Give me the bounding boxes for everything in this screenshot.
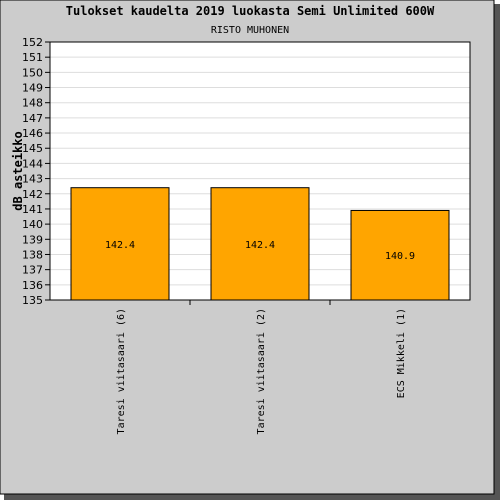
y-tick-label: 138 [22, 248, 43, 261]
y-tick-label: 150 [22, 66, 43, 79]
y-tick-label: 147 [22, 112, 43, 125]
chart-subtitle: RISTO MUHONEN [211, 25, 289, 36]
bars: 142.4 142.4 140.9 [70, 187, 450, 301]
y-tick-label: 136 [22, 279, 43, 292]
x-tick-label: Taresi viitasaari (6) [116, 308, 127, 434]
x-tick-label: ECS Mikkeli (1) [396, 308, 407, 398]
chart-title: Tulokset kaudelta 2019 luokasta Semi Unl… [66, 4, 435, 18]
y-axis-ticks: 135 136 137 138 139 140 141 142 143 144 145 146 147 1… [22, 36, 50, 307]
y-tick-label: 149 [22, 82, 43, 95]
plot-border [49, 41, 471, 301]
y-tick-label: 142 [22, 188, 43, 201]
y-tick-label: 151 [22, 51, 43, 64]
bar [70, 187, 170, 301]
y-tick-label: 148 [22, 97, 43, 110]
y-tick-label: 145 [22, 142, 43, 155]
y-tick-label: 137 [22, 264, 43, 277]
y-tick-label: 140 [22, 218, 43, 231]
y-tick-label: 152 [22, 36, 43, 49]
y-tick-label: 143 [22, 173, 43, 186]
y-axis-label: dB asteikko [11, 131, 25, 210]
y-tick-label: 146 [22, 127, 43, 140]
y-tick-label: 141 [22, 203, 43, 216]
x-tick-label: Taresi viitasaari (2) [256, 308, 267, 434]
y-tick-label: 135 [22, 294, 43, 307]
bar [210, 187, 310, 301]
bar [350, 209, 450, 301]
bar-value-label: 142.4 [105, 240, 135, 251]
y-tick-label: 139 [22, 233, 43, 246]
y-tick-label: 144 [22, 157, 43, 170]
bar-value-label: 142.4 [245, 240, 275, 251]
x-axis-ticks: Taresi viitasaari (6) Taresi viitasaari (… [116, 300, 407, 434]
bar-value-label: 140.9 [385, 251, 415, 262]
